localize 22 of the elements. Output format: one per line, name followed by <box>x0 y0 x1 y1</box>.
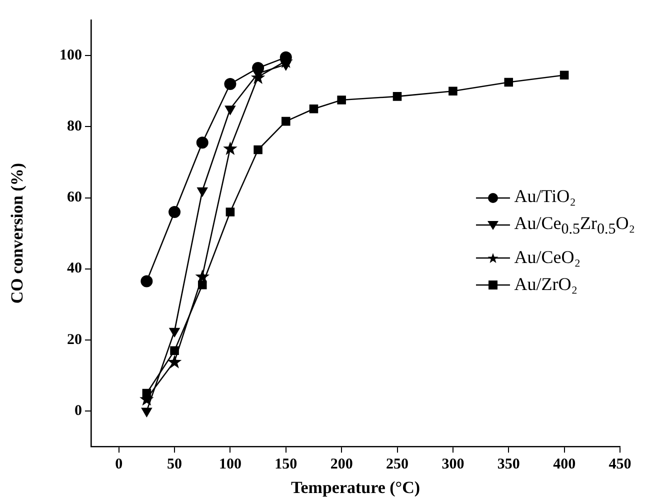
y-tick-label: 100 <box>60 47 82 64</box>
x-tick-label: 100 <box>218 456 242 472</box>
x-axis-title: Temperature (°C) <box>290 478 420 498</box>
y-axis-title: CO conversion (%) <box>8 162 27 304</box>
legend-label: Au/TiO₂ <box>514 186 576 206</box>
x-tick-label: 350 <box>497 456 520 472</box>
y-tick-label: 60 <box>67 190 82 206</box>
x-tick-label: 450 <box>608 456 632 472</box>
legend-label: Au/ZrO₂ <box>514 274 578 294</box>
x-tick-label: 250 <box>386 456 409 472</box>
y-tick-label: 40 <box>67 260 82 277</box>
legend-label: Au/CeO₂ <box>514 246 580 267</box>
x-tick-label: 200 <box>330 456 353 472</box>
legend-label: Au/Ce$_{0.5}$Zr$_{0.5}$O₂ <box>514 213 635 238</box>
y-tick-label: 20 <box>67 332 82 348</box>
y-tick-label: 80 <box>67 118 82 135</box>
x-tick-label: 400 <box>553 456 576 472</box>
x-tick-label: 300 <box>442 456 464 472</box>
y-tick-label: 0 <box>74 402 82 419</box>
x-tick-label: 0 <box>115 456 123 472</box>
x-tick-label: 150 <box>274 456 298 472</box>
x-tick-label: 50 <box>167 456 182 472</box>
